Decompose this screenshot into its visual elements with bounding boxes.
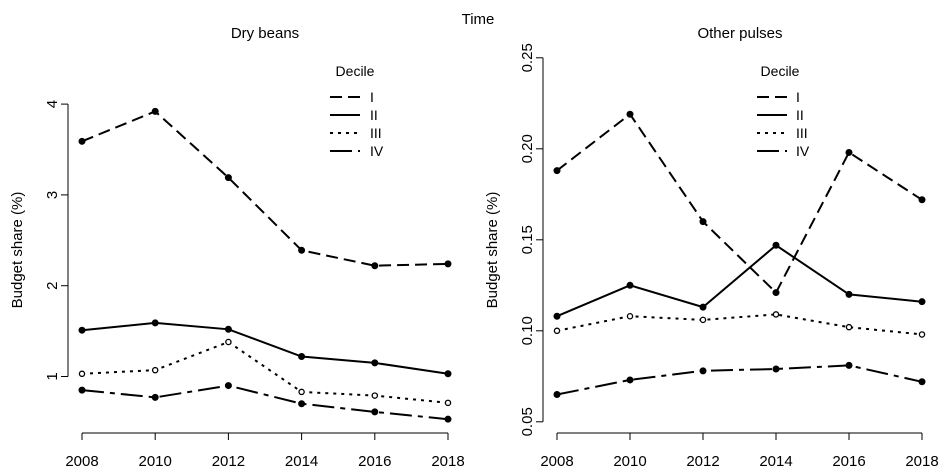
data-point <box>224 325 232 333</box>
series-line-4 <box>556 364 923 396</box>
data-point <box>553 167 561 175</box>
y-tick-label: 0.05 <box>519 407 536 436</box>
panel-title: Dry beans <box>231 25 299 42</box>
data-point <box>444 399 452 407</box>
data-point <box>298 246 306 254</box>
series-line-4 <box>81 384 449 421</box>
data-point <box>918 298 926 306</box>
x-tick-label: 2014 <box>759 453 792 470</box>
series-line-2 <box>81 321 449 375</box>
x-tick-label: 2008 <box>65 453 98 470</box>
legend-label: I <box>370 89 374 105</box>
panel-title: Other pulses <box>697 25 782 42</box>
data-point <box>225 338 232 346</box>
data-point <box>918 196 926 204</box>
x-tick-label: 2008 <box>540 453 573 470</box>
data-point <box>444 370 452 378</box>
data-point <box>772 365 780 373</box>
data-point <box>772 289 780 297</box>
data-point <box>845 290 853 298</box>
other-pulses-panel: Other pulses 0.05 0.10 0.15 0.20 0.25 Budget s… <box>484 25 939 470</box>
x-tick-label: 2018 <box>905 453 938 470</box>
data-point <box>151 319 159 327</box>
x-tick-label: 2016 <box>832 453 865 470</box>
x-tick-label: 2012 <box>212 453 245 470</box>
data-point <box>78 137 86 145</box>
data-point <box>298 400 306 408</box>
data-point <box>298 353 306 361</box>
data-point <box>626 376 634 384</box>
data-point <box>626 312 634 320</box>
legend-title: Decile <box>336 63 375 79</box>
legend-title: Decile <box>761 63 800 79</box>
figure-title: Time <box>462 11 495 28</box>
legend-label: II <box>796 107 804 123</box>
series-line-2 <box>556 244 923 318</box>
x-tick-label: 2016 <box>358 453 391 470</box>
data-point <box>845 323 853 331</box>
data-point <box>224 174 232 182</box>
data-point <box>772 311 780 318</box>
data-point <box>553 327 561 335</box>
data-point <box>553 391 561 398</box>
y-tick-label: 4 <box>44 100 61 108</box>
data-point <box>918 378 926 386</box>
data-point <box>78 386 86 394</box>
y-tick-label: 0.20 <box>519 134 536 163</box>
data-point <box>845 361 853 369</box>
data-point <box>444 260 452 268</box>
series-line-1 <box>556 112 923 295</box>
data-point <box>371 262 379 270</box>
data-point <box>371 359 379 367</box>
data-point <box>699 218 707 226</box>
data-point <box>151 107 159 115</box>
series-line-3 <box>556 313 923 336</box>
data-point <box>151 366 159 374</box>
legend-label: IV <box>370 143 384 159</box>
legend-label: III <box>370 125 382 141</box>
y-tick-label: 3 <box>44 191 61 199</box>
y-tick-label: 1 <box>44 372 61 380</box>
legend-label: III <box>796 125 808 141</box>
data-point <box>626 110 634 118</box>
legend-label: II <box>370 107 378 123</box>
data-point <box>699 303 707 311</box>
data-point <box>553 312 561 320</box>
data-point <box>845 148 853 156</box>
x-tick-label: 2018 <box>431 453 464 470</box>
data-point <box>151 393 159 401</box>
data-point <box>699 316 707 324</box>
data-point <box>298 388 305 396</box>
y-tick-label: 0.10 <box>519 316 536 345</box>
data-point <box>699 367 707 375</box>
legend-label: IV <box>796 143 810 159</box>
y-tick-label: 2 <box>44 282 61 290</box>
data-point <box>918 331 926 338</box>
y-tick-label: 0.15 <box>519 225 536 254</box>
data-point <box>224 382 232 390</box>
data-point <box>371 392 379 399</box>
x-tick-label: 2010 <box>613 453 646 470</box>
dry-beans-panel: Dry beans 1 2 3 4 Budget share (%) 2008 2010 201… <box>9 25 465 470</box>
data-point <box>78 326 86 334</box>
data-point <box>626 281 634 289</box>
data-point <box>444 415 452 423</box>
data-point <box>772 241 780 249</box>
y-axis-label: Budget share (%) <box>9 192 26 309</box>
y-axis-label: Budget share (%) <box>484 192 501 309</box>
legend-label: I <box>796 89 800 105</box>
x-tick-label: 2014 <box>285 453 318 470</box>
x-tick-label: 2010 <box>139 453 172 470</box>
y-tick-label: 0.25 <box>519 43 536 72</box>
series-line-1 <box>81 110 449 267</box>
x-tick-label: 2012 <box>686 453 719 470</box>
data-point <box>371 408 379 416</box>
data-point <box>78 370 86 378</box>
